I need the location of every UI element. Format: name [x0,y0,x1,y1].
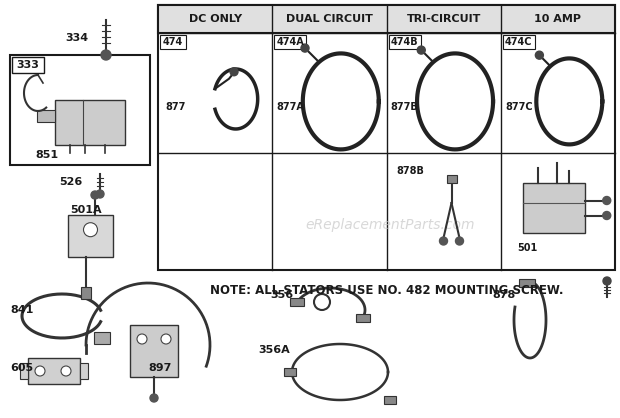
Bar [94,332,110,344]
Text: 501: 501 [516,243,537,253]
Bar [503,35,534,49]
Bar [284,368,296,376]
Text: 897: 897 [148,363,171,373]
Bar [80,363,88,379]
Circle shape [96,190,104,198]
Circle shape [417,46,425,54]
Bar [389,35,420,49]
Text: 474: 474 [163,37,183,47]
Text: 878B: 878B [397,166,424,176]
Circle shape [137,334,147,344]
Circle shape [603,196,611,204]
Text: 841: 841 [10,305,33,315]
Text: 877: 877 [166,102,186,112]
Circle shape [603,212,611,219]
Text: 526: 526 [59,177,82,187]
Bar [81,287,91,299]
Bar [274,35,306,49]
Text: 334: 334 [65,33,88,43]
Bar [356,314,370,321]
Bar [55,100,125,145]
Text: 10 AMP: 10 AMP [534,14,582,24]
Text: 501A: 501A [70,205,102,215]
Bar [446,175,456,183]
Text: 474C: 474C [505,37,533,47]
Text: 356: 356 [270,290,293,300]
Text: 877B: 877B [391,102,419,112]
Circle shape [150,394,158,402]
Text: NOTE: ALL STATORS USE NO. 482 MOUNTING SCREW.: NOTE: ALL STATORS USE NO. 482 MOUNTING S… [210,283,563,296]
Bar [290,298,304,306]
Circle shape [161,334,171,344]
Text: DC ONLY: DC ONLY [188,14,242,24]
Circle shape [230,68,238,76]
Text: TRI-CIRCUIT: TRI-CIRCUIT [407,14,481,24]
Bar [158,5,615,33]
Circle shape [536,51,543,59]
Circle shape [101,50,111,60]
Circle shape [456,237,464,245]
Circle shape [35,366,45,376]
Bar [10,55,150,165]
Text: 356A: 356A [258,345,290,355]
Text: 878: 878 [492,290,515,300]
Text: 877A: 877A [277,102,304,112]
Circle shape [440,237,448,245]
Circle shape [301,44,309,52]
Bar [12,57,44,73]
Bar [68,215,113,257]
Bar [158,5,615,33]
Text: eReplacementParts.com: eReplacementParts.com [305,218,475,232]
Circle shape [91,191,99,199]
Text: 333: 333 [17,60,40,70]
Text: 851: 851 [35,150,58,160]
Bar [28,358,80,384]
Circle shape [603,277,611,285]
Circle shape [84,223,97,237]
Text: 605: 605 [10,363,33,373]
Text: DUAL CIRCUIT: DUAL CIRCUIT [286,14,373,24]
Circle shape [61,366,71,376]
Bar [519,278,535,287]
Bar [20,363,28,379]
Bar [37,110,55,122]
Bar [158,5,615,270]
Bar [160,35,186,49]
Bar [130,325,178,377]
Text: 474A: 474A [277,37,304,47]
Text: 877C: 877C [505,102,533,112]
Bar [523,183,585,233]
Text: 474B: 474B [391,37,419,47]
Bar [384,396,396,404]
